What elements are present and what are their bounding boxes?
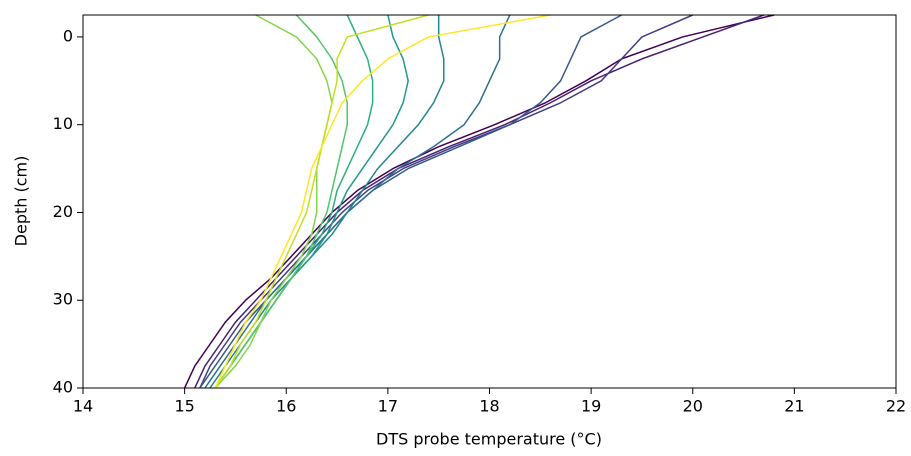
x-tick-label: 15 bbox=[174, 397, 194, 416]
y-tick-label: 20 bbox=[53, 202, 73, 221]
x-tick-label: 18 bbox=[479, 397, 499, 416]
x-tick-label: 16 bbox=[276, 397, 296, 416]
profile-line bbox=[214, 14, 348, 389]
y-tick-label: 10 bbox=[53, 114, 73, 133]
profile-line bbox=[183, 14, 775, 389]
x-tick-label: 19 bbox=[581, 397, 601, 416]
y-tick-label: 30 bbox=[53, 290, 73, 309]
profile-line bbox=[214, 14, 429, 389]
y-tick-label: 0 bbox=[63, 26, 73, 45]
profile-line bbox=[204, 14, 511, 389]
x-tick-label: 22 bbox=[886, 397, 906, 416]
profile-line bbox=[194, 14, 765, 389]
x-axis-label: DTS probe temperature (°C) bbox=[376, 430, 602, 449]
y-tick-label: 40 bbox=[53, 378, 73, 397]
x-tick-label: 21 bbox=[784, 397, 804, 416]
profile-line bbox=[214, 14, 333, 389]
x-tick-label: 20 bbox=[683, 397, 703, 416]
profile-line bbox=[214, 14, 551, 389]
x-tick-label: 17 bbox=[378, 397, 398, 416]
y-axis-label: Depth (cm) bbox=[12, 156, 31, 247]
x-tick-label: 14 bbox=[73, 397, 93, 416]
